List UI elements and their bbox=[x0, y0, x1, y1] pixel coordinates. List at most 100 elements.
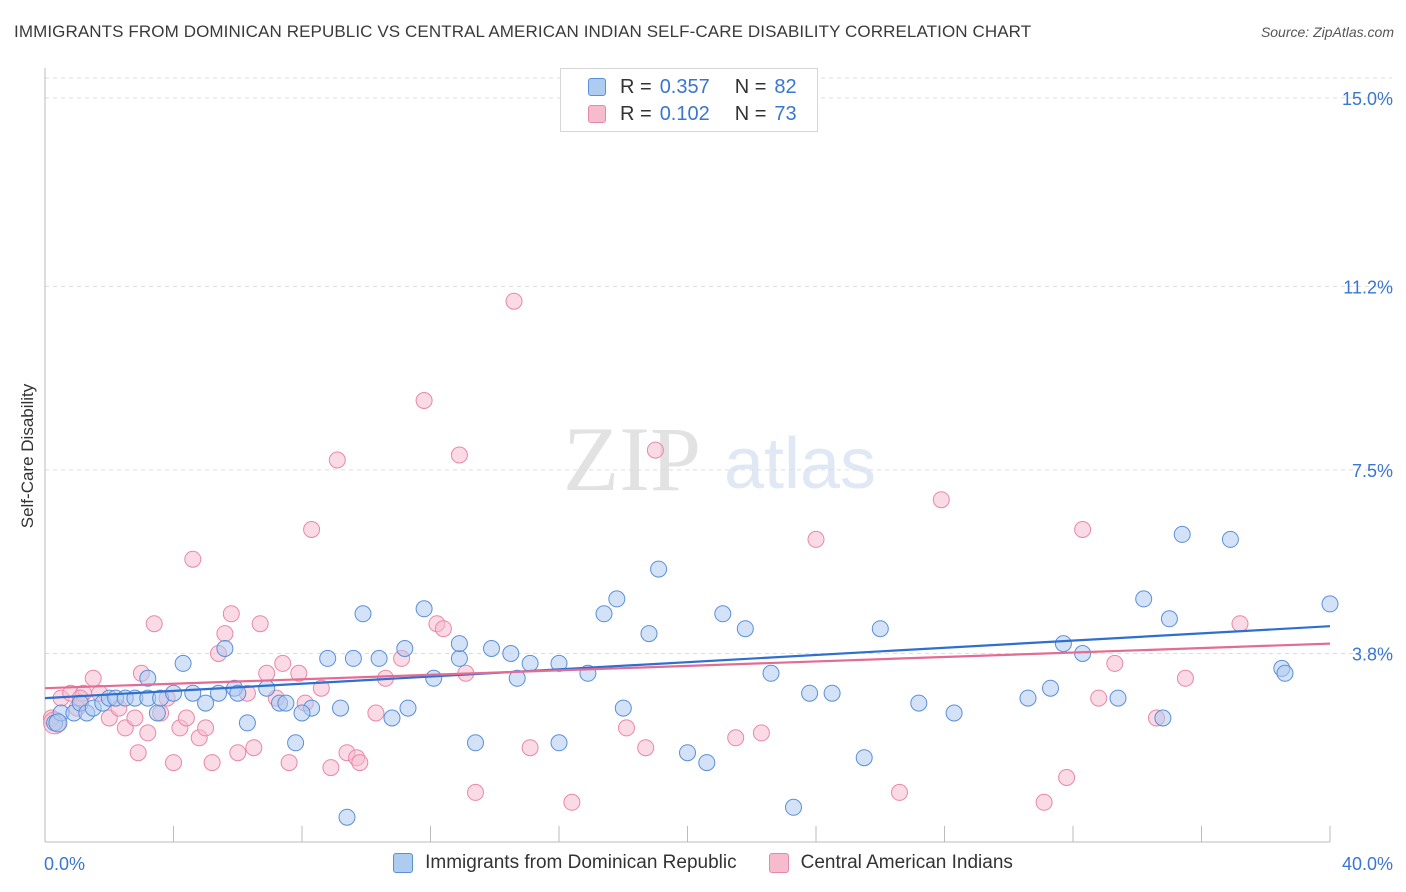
central-american-indian-point bbox=[1176, 669, 1194, 687]
central-american-indian-point bbox=[126, 709, 144, 727]
x-tick-label-max: 40.0% bbox=[1342, 854, 1393, 874]
correlation-legend: R = 0.357 N = 82 R = 0.102 N = 73 bbox=[560, 68, 818, 132]
central-american-indian-point bbox=[322, 759, 340, 777]
n-value-blue: 82 bbox=[774, 75, 797, 98]
dominican-point bbox=[714, 605, 732, 623]
dominican-point bbox=[762, 664, 780, 682]
central-american-indian-point bbox=[303, 521, 321, 538]
dominican-point bbox=[801, 684, 819, 702]
dominican-point bbox=[945, 704, 963, 722]
dominican-point bbox=[148, 704, 166, 722]
dominican-point bbox=[277, 694, 295, 712]
central-american-indian-point bbox=[1058, 769, 1076, 786]
central-american-indian-point bbox=[351, 754, 369, 772]
dominican-point bbox=[614, 699, 632, 717]
blue-swatch bbox=[588, 78, 606, 96]
legend-item-central-american-indians: Central American Indians bbox=[768, 852, 1013, 874]
tick-labels: 3.8% 7.5% 11.2% 15.0% 0.0% 40.0% bbox=[44, 89, 1393, 874]
dominican-point bbox=[450, 635, 468, 653]
dominican-point bbox=[216, 640, 234, 657]
dominican-point bbox=[174, 654, 192, 672]
central-american-indian-point bbox=[1231, 615, 1249, 633]
central-american-indian-point bbox=[1090, 689, 1108, 707]
trend-lines bbox=[44, 625, 1331, 700]
dominican-point bbox=[608, 590, 626, 608]
r-value-pink: 0.102 bbox=[659, 102, 710, 125]
dominican-point bbox=[785, 798, 802, 816]
central-american-indian-point bbox=[197, 719, 215, 737]
central-american-indian-point bbox=[467, 783, 484, 801]
central-american-indian-point bbox=[563, 793, 581, 811]
y-tick-label: 11.2% bbox=[1343, 277, 1393, 297]
dominican-point bbox=[415, 600, 433, 618]
dominican-point bbox=[238, 714, 256, 732]
trend-line-central-american-indians bbox=[44, 642, 1331, 690]
dominican-point bbox=[521, 654, 539, 672]
central-american-indian-point bbox=[229, 744, 247, 762]
central-american-indian-point bbox=[891, 783, 908, 801]
central-american-indian-point bbox=[521, 739, 539, 757]
dominican-point bbox=[1042, 679, 1059, 697]
central-american-indian-point bbox=[1106, 654, 1124, 672]
legend-row-blue: R = 0.357 N = 82 bbox=[588, 75, 797, 99]
dominican-point bbox=[467, 734, 484, 752]
dominican-point bbox=[1154, 709, 1172, 727]
dominican-point bbox=[698, 754, 716, 772]
central-american-indian-point bbox=[932, 491, 950, 509]
dominican-point bbox=[1074, 645, 1092, 662]
central-american-indian-point bbox=[290, 664, 308, 682]
central-american-indian-point bbox=[145, 615, 163, 633]
dominican-point bbox=[736, 620, 754, 638]
dominican-point bbox=[399, 699, 417, 717]
y-tick-label: 7.5% bbox=[1352, 461, 1393, 481]
legend-label-dominican-republic: Immigrants from Dominican Republic bbox=[425, 852, 737, 873]
y-tick-label: 3.8% bbox=[1352, 644, 1393, 664]
central-american-indian-point bbox=[618, 719, 635, 737]
central-american-indian-point bbox=[203, 754, 221, 772]
n-label: N = bbox=[734, 102, 767, 125]
legend-label-central-american-indians: Central American Indians bbox=[800, 852, 1013, 873]
dominican-point bbox=[855, 749, 873, 767]
y-axis-label: Self-Care Disability bbox=[18, 383, 37, 528]
dominican-point bbox=[293, 704, 311, 722]
r-label: R = bbox=[620, 102, 652, 125]
central-american-indian-point bbox=[312, 679, 330, 697]
dominican-point bbox=[502, 645, 520, 662]
dominican-point bbox=[679, 744, 696, 762]
central-american-indian-point bbox=[251, 615, 269, 633]
central-american-indian-point bbox=[165, 754, 182, 772]
central-american-indian-point bbox=[216, 625, 234, 643]
central-american-indian-point bbox=[245, 739, 263, 757]
central-american-indian-point bbox=[258, 664, 276, 682]
r-value-blue: 0.357 bbox=[659, 75, 710, 98]
watermark-zip: ZIP bbox=[563, 408, 701, 510]
dominican-point bbox=[1160, 610, 1178, 628]
dominican-point bbox=[1054, 635, 1072, 653]
central-american-indian-point bbox=[274, 654, 292, 672]
central-american-indian-point bbox=[646, 441, 664, 459]
dominican-point bbox=[287, 734, 305, 752]
series-dominican-republic bbox=[46, 525, 1339, 826]
dominican-point bbox=[483, 640, 500, 657]
dominican-point bbox=[197, 694, 215, 712]
dominican-point bbox=[450, 649, 468, 667]
y-tick-label: 15.0% bbox=[1342, 89, 1393, 109]
dominican-point bbox=[823, 684, 841, 702]
central-american-indian-point bbox=[177, 709, 195, 727]
dominican-point bbox=[508, 669, 526, 687]
dominican-point bbox=[425, 669, 443, 687]
source-credit: Source: ZipAtlas.com bbox=[1260, 24, 1394, 40]
dominican-point bbox=[871, 620, 889, 638]
dominican-point bbox=[640, 625, 658, 643]
x-tick-label-min: 0.0% bbox=[44, 854, 85, 874]
dominican-point bbox=[1109, 689, 1127, 707]
dominican-point bbox=[1173, 525, 1191, 543]
central-american-indian-point bbox=[222, 605, 240, 623]
dominican-point bbox=[139, 669, 157, 687]
central-american-indian-point bbox=[84, 669, 102, 687]
dominican-point bbox=[319, 649, 337, 667]
central-american-indian-point bbox=[450, 446, 468, 464]
chart-title: IMMIGRANTS FROM DOMINICAN REPUBLIC VS CE… bbox=[14, 22, 1032, 41]
dominican-point bbox=[165, 684, 182, 702]
